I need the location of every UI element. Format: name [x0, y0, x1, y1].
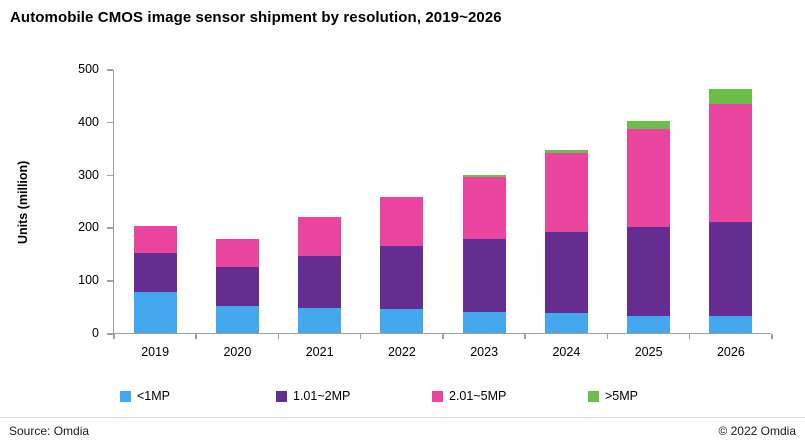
y-axis-tick-label: 500 — [78, 62, 99, 76]
bar-segment-2026->5MP — [709, 89, 753, 104]
x-axis-label-2019: 2019 — [141, 345, 170, 359]
bar-2020 — [215, 239, 259, 333]
legend-item-1: 1.01~2MP — [276, 389, 432, 403]
footer: Source: Omdia © 2022 Omdia — [0, 417, 805, 444]
bar-segment-2023-1.01~2MP — [462, 238, 506, 312]
bar-2023 — [462, 174, 506, 333]
bar-segment-2024-<1MP — [544, 312, 588, 333]
bar-2025 — [627, 120, 671, 333]
x-axis-label-2026: 2026 — [716, 345, 745, 359]
x-axis-tick — [442, 334, 444, 339]
bar-2019 — [133, 225, 177, 333]
bar-2024 — [544, 149, 588, 333]
plot-area: 0 100 200 300 400 500 2019 2020 2021 2022 2023 2024… — [78, 62, 773, 359]
bar-segment-2025->5MP — [627, 120, 671, 130]
bar-2026 — [709, 89, 753, 333]
x-axis-label-2022: 2022 — [387, 345, 416, 359]
bar-segment-2025-2.01~5MP — [627, 129, 671, 228]
x-axis-tick — [277, 334, 279, 339]
y-axis-tick — [107, 280, 113, 282]
legend-swatch-icon-3 — [588, 390, 599, 402]
legend-swatch-icon-1 — [276, 390, 287, 402]
bar-segment-2023->5MP — [462, 174, 506, 177]
bar-segment-2021-<1MP — [298, 307, 342, 333]
x-axis-label-2025: 2025 — [634, 345, 663, 359]
bar-2022 — [380, 197, 424, 333]
legend-label-3: >5MP — [605, 389, 639, 403]
copyright-note: © 2022 Omdia — [718, 424, 796, 438]
bar-segment-2025-<1MP — [627, 316, 671, 333]
x-axis-tick — [606, 334, 608, 339]
bar-segment-2024-1.01~2MP — [544, 231, 588, 313]
x-axis-tick — [113, 334, 115, 339]
chart-title: Automobile CMOS image sensor shipment by… — [10, 9, 502, 26]
y-axis-tick-label: 200 — [78, 220, 99, 235]
bar-segment-2022-<1MP — [380, 309, 424, 333]
legend-item-0: <1MP — [120, 389, 276, 403]
y-axis-tick — [107, 121, 113, 124]
bar-segment-2023-<1MP — [462, 311, 506, 333]
source-note: Source: Omdia — [9, 424, 90, 438]
y-axis-tick — [107, 69, 113, 71]
legend-label-1: 1.01~2MP — [293, 389, 351, 403]
bar-segment-2020-2.01~5MP — [215, 239, 259, 268]
x-axis-label-2021: 2021 — [305, 345, 334, 359]
y-axis-tick-label: 400 — [78, 114, 99, 129]
legend: <1MP 1.01~2MP 2.01~5MP >5MP — [120, 389, 744, 403]
legend-label-2: 2.01~5MP — [449, 389, 507, 403]
x-axis-tick — [771, 334, 773, 339]
x-axis-label-2023: 2023 — [470, 345, 499, 359]
y-axis-tick-label: 300 — [78, 167, 99, 182]
x-axis-label-2024: 2024 — [552, 345, 581, 359]
bar-segment-2020-<1MP — [215, 305, 259, 333]
bar-2021 — [298, 217, 342, 333]
bar-segment-2019-<1MP — [133, 291, 177, 333]
bar-segment-2019-2.01~5MP — [133, 225, 177, 254]
x-axis-tick — [688, 334, 691, 339]
y-axis-tick — [107, 333, 113, 335]
bar-segment-2026-<1MP — [709, 316, 753, 333]
bar-segment-2023-2.01~5MP — [462, 176, 506, 239]
y-axis-title: Units (million) — [16, 160, 30, 244]
x-axis-tick — [359, 334, 362, 339]
x-axis-label-2020: 2020 — [223, 345, 252, 359]
bar-segment-2024->5MP — [544, 149, 588, 153]
legend-swatch-icon-2 — [432, 390, 443, 402]
bar-segment-2024-2.01~5MP — [544, 152, 588, 232]
legend-swatch-icon-0 — [120, 390, 131, 402]
bar-segment-2026-1.01~2MP — [709, 222, 753, 317]
bar-segment-2021-2.01~5MP — [298, 217, 342, 257]
bar-segment-2025-1.01~2MP — [627, 227, 671, 317]
bar-segment-2021-1.01~2MP — [298, 256, 342, 308]
bar-segment-2020-1.01~2MP — [215, 267, 259, 306]
y-axis-tick — [107, 174, 113, 177]
legend-label-0: <1MP — [137, 389, 171, 403]
bar-segment-2022-2.01~5MP — [380, 197, 424, 247]
bar-segment-2022-1.01~2MP — [380, 246, 424, 310]
y-axis-tick-label: 0 — [92, 326, 99, 340]
bar-segment-2019-1.01~2MP — [133, 253, 177, 292]
y-axis-tick-label: 100 — [78, 273, 99, 288]
legend-item-2: 2.01~5MP — [432, 389, 588, 403]
bar-segment-2026-2.01~5MP — [709, 103, 753, 223]
legend-item-3: >5MP — [588, 389, 744, 403]
y-axis-tick — [107, 227, 113, 229]
x-axis-tick — [524, 334, 526, 339]
x-axis-tick — [195, 334, 197, 339]
